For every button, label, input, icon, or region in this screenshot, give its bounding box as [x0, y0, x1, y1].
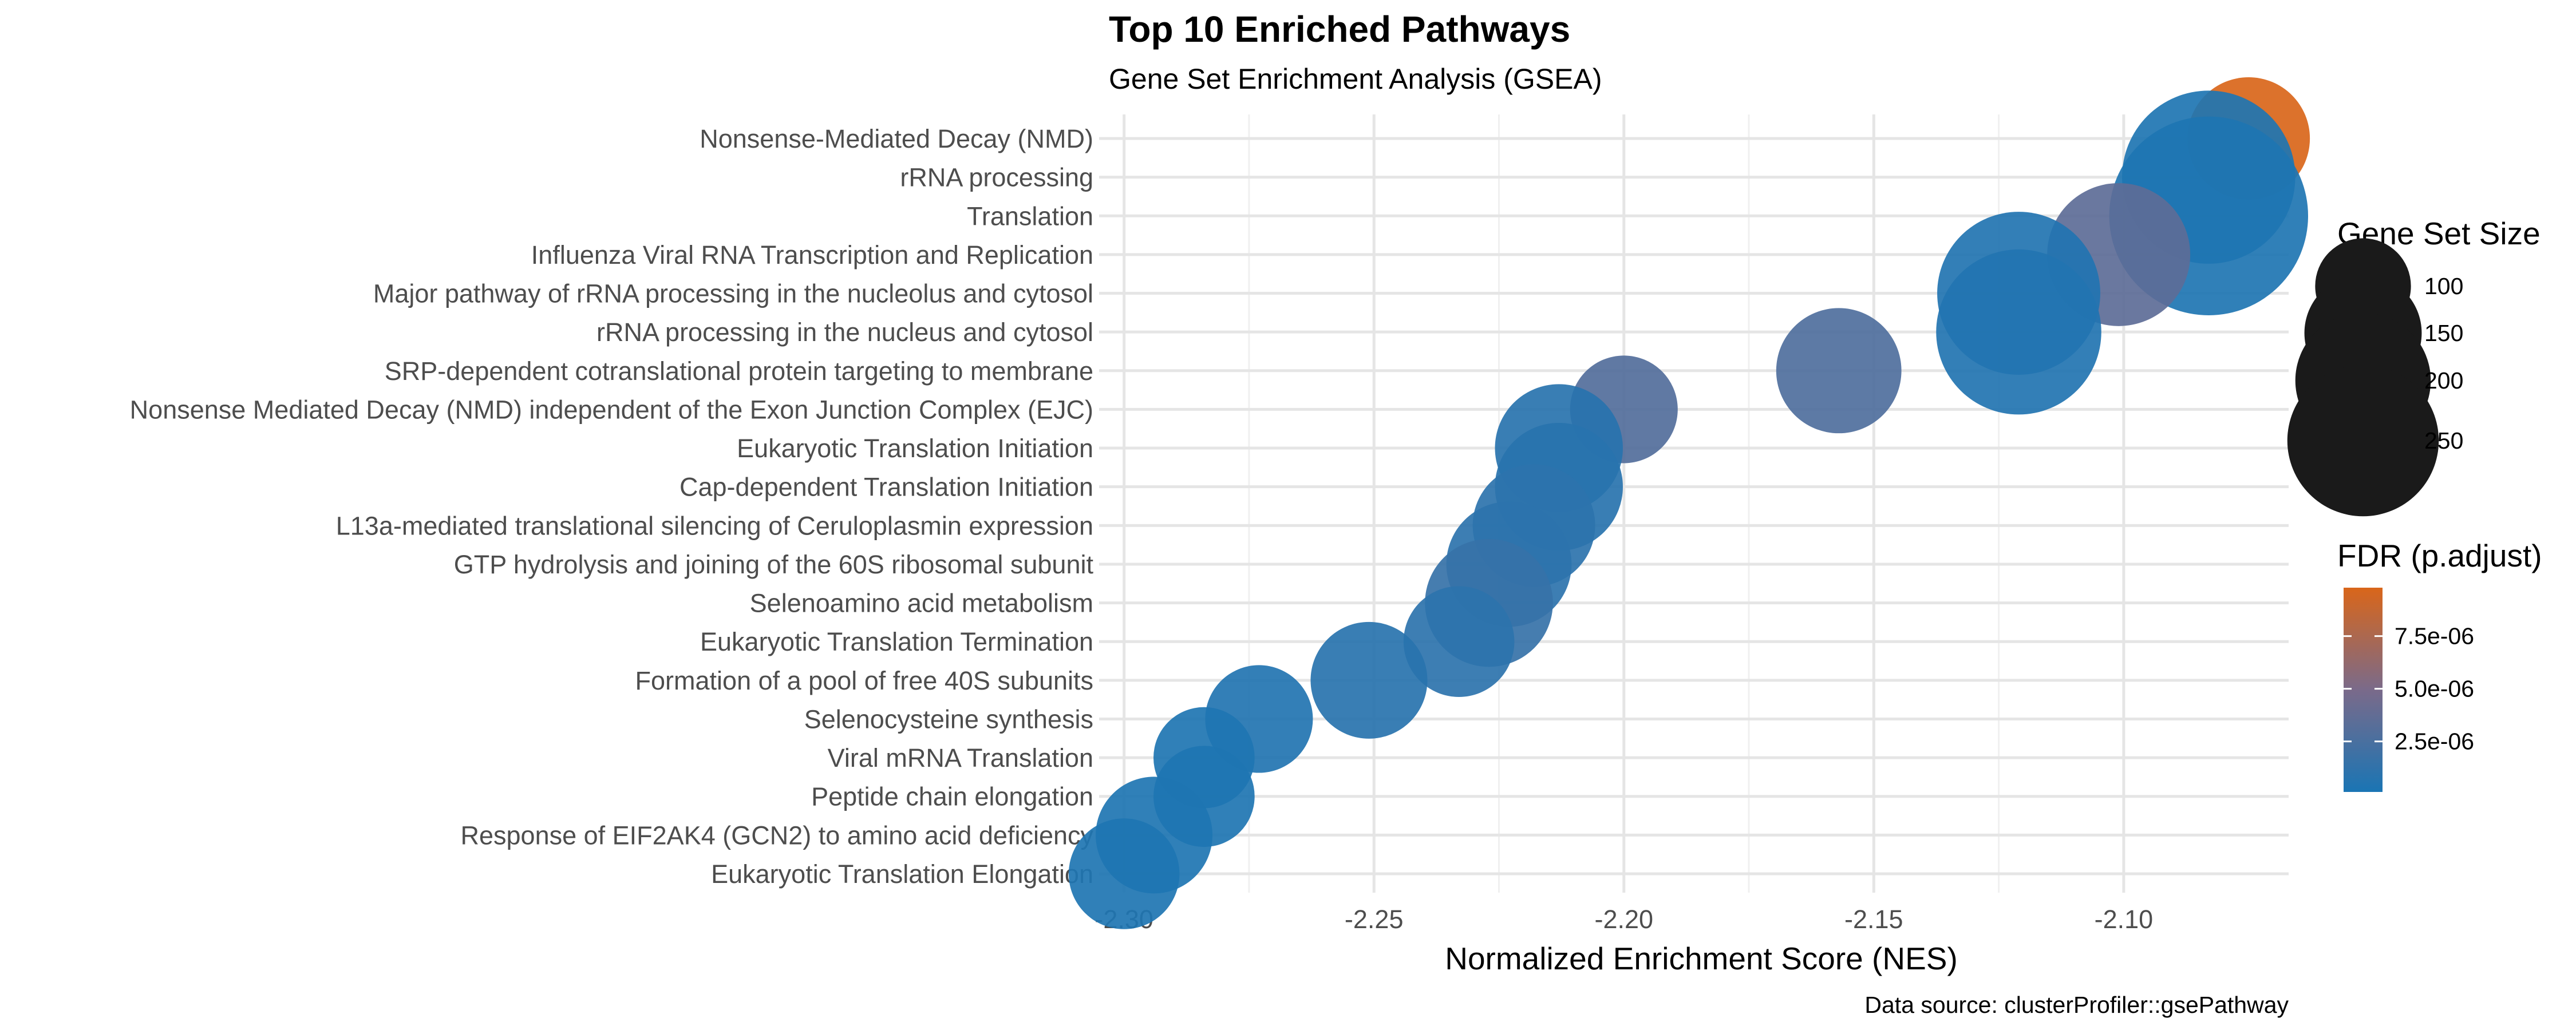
- y-tick-label: Translation: [967, 201, 1093, 231]
- y-tick-label: Selenoamino acid metabolism: [750, 589, 1093, 618]
- chart-subtitle: Gene Set Enrichment Analysis (GSEA): [1109, 63, 1602, 95]
- size-legend-label: 100: [2424, 273, 2463, 299]
- y-tick-label: Formation of a pool of free 40S subunits: [635, 666, 1093, 695]
- x-axis-title: Normalized Enrichment Score (NES): [1445, 941, 1958, 976]
- y-tick-label: rRNA processing in the nucleus and cytos…: [596, 318, 1093, 347]
- size-legend-label: 200: [2424, 367, 2463, 394]
- y-tick-label: L13a-mediated translational silencing of…: [336, 511, 1093, 540]
- y-tick-label: Response of EIF2AK4 (GCN2) to amino acid…: [460, 821, 1093, 850]
- y-tick-label: Eukaryotic Translation Initiation: [737, 434, 1093, 463]
- y-tick-label: GTP hydrolysis and joining of the 60S ri…: [454, 550, 1094, 579]
- color-legend-label: 7.5e-06: [2395, 623, 2474, 649]
- y-tick-label: Nonsense-Mediated Decay (NMD): [700, 124, 1093, 153]
- y-tick-label: Influenza Viral RNA Transcription and Re…: [531, 240, 1093, 270]
- y-tick-label: Cap-dependent Translation Initiation: [679, 473, 1093, 502]
- y-tick-label: Viral mRNA Translation: [828, 743, 1093, 772]
- color-legend-bar: [2344, 588, 2383, 792]
- data-point: [1310, 621, 1428, 739]
- data-point: [1403, 586, 1515, 697]
- size-legend-label: 250: [2424, 427, 2463, 454]
- size-legend-key: [2287, 365, 2439, 517]
- x-tick-label: -2.20: [1594, 905, 1653, 934]
- data-points: [1068, 77, 2310, 929]
- y-tick-label: Nonsense Mediated Decay (NMD) independen…: [130, 395, 1093, 424]
- data-point: [1776, 308, 1902, 434]
- chart-title: Top 10 Enriched Pathways: [1109, 9, 1570, 50]
- x-tick-label: -2.15: [1844, 905, 1903, 934]
- y-tick-label: Eukaryotic Translation Elongation: [711, 859, 1093, 889]
- size-legend-label: 150: [2424, 320, 2463, 346]
- x-tick-label: -2.10: [2095, 905, 2154, 934]
- data-point: [1068, 818, 1180, 929]
- color-legend-title: FDR (p.adjust): [2337, 538, 2542, 573]
- y-tick-label: Peptide chain elongation: [811, 782, 1093, 811]
- color-legend-label: 5.0e-06: [2395, 676, 2474, 702]
- y-axis-labels: Nonsense-Mediated Decay (NMD) rRNA proces…: [130, 124, 1094, 889]
- x-tick-label: -2.25: [1345, 905, 1404, 934]
- x-axis-tick-labels: -2.30-2.25-2.20-2.15-2.10: [1095, 905, 2153, 934]
- y-tick-label: Selenocysteine synthesis: [804, 704, 1093, 734]
- color-legend-label: 2.5e-06: [2395, 728, 2474, 755]
- y-tick-label: rRNA processing: [900, 163, 1093, 192]
- chart-caption: Data source: clusterProfiler::gsePathway: [1864, 992, 2289, 1018]
- color-legend: FDR (p.adjust) 7.5e-06 5.0e-06 2.5e-06: [2337, 538, 2542, 792]
- y-tick-label: SRP-dependent cotranslational protein ta…: [385, 356, 1093, 386]
- y-tick-label: Major pathway of rRNA processing in the …: [373, 279, 1093, 308]
- y-tick-label: Eukaryotic Translation Termination: [700, 627, 1093, 656]
- data-point: [1936, 249, 2101, 415]
